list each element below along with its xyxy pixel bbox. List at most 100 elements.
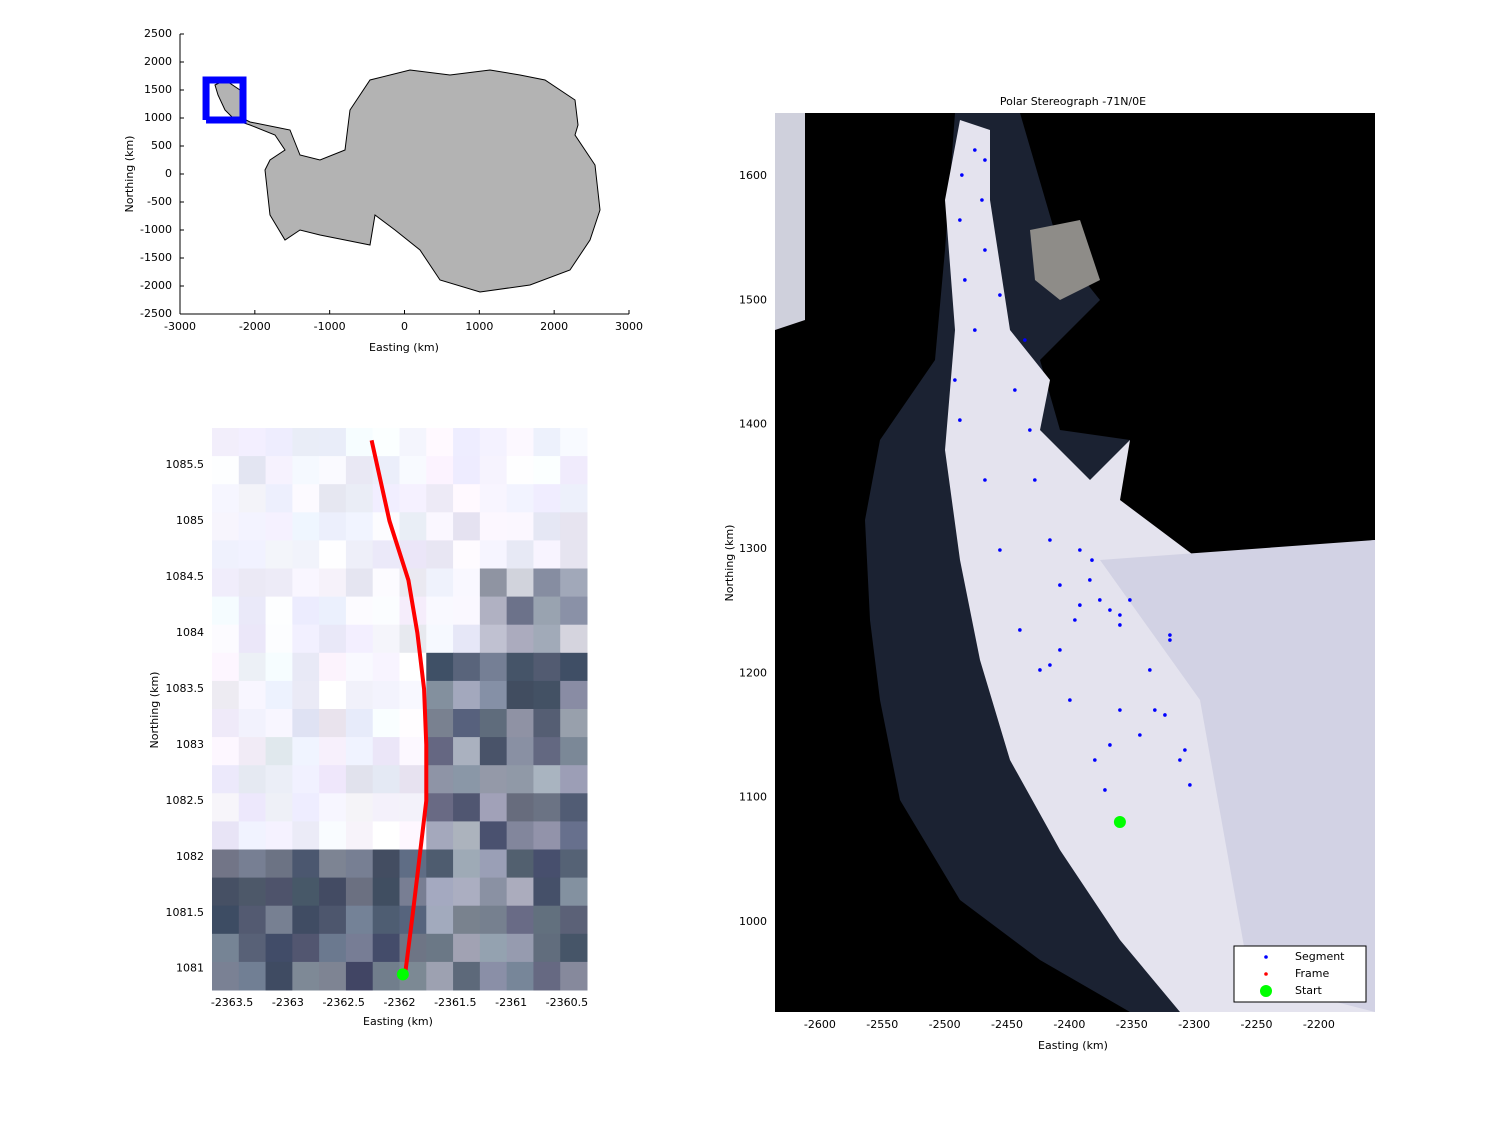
pixel bbox=[345, 849, 374, 879]
pixel bbox=[345, 540, 374, 569]
pixel bbox=[426, 680, 454, 710]
track-point bbox=[1168, 633, 1172, 637]
pixel bbox=[560, 877, 588, 907]
pixel bbox=[345, 456, 374, 485]
track-point bbox=[953, 378, 957, 382]
pixel bbox=[372, 737, 400, 766]
y-tick-label: 1200 bbox=[739, 666, 767, 679]
y-tick-label: 1083 bbox=[176, 738, 204, 751]
pixel bbox=[212, 680, 240, 710]
pixel bbox=[265, 456, 293, 485]
pixel bbox=[533, 540, 561, 569]
pixel bbox=[479, 596, 508, 626]
x-tick-label: -2400 bbox=[1053, 1018, 1085, 1031]
x-tick-label: -2300 bbox=[1178, 1018, 1210, 1031]
pixel bbox=[560, 709, 588, 738]
pixel bbox=[426, 568, 454, 598]
x-tick-label: -2600 bbox=[804, 1018, 836, 1031]
legend-label: Start bbox=[1295, 984, 1323, 997]
pixel bbox=[345, 596, 374, 626]
pixel bbox=[453, 456, 481, 485]
track-point bbox=[1108, 743, 1112, 747]
legend-box bbox=[1233, 945, 1367, 1003]
x-tick-label: 3000 bbox=[615, 320, 643, 333]
pixel bbox=[292, 568, 320, 598]
legend: Segment Frame Start bbox=[1233, 945, 1367, 1003]
pixel bbox=[479, 765, 508, 794]
pixel bbox=[238, 680, 267, 710]
track-line bbox=[202, 76, 247, 124]
pixel bbox=[533, 877, 561, 907]
pixel bbox=[560, 680, 588, 710]
pixel bbox=[292, 540, 320, 569]
pixel bbox=[238, 933, 267, 963]
pixel bbox=[506, 456, 534, 485]
pixel bbox=[560, 849, 588, 879]
y-tick-label: 1000 bbox=[739, 915, 767, 928]
pixel bbox=[506, 596, 534, 626]
y-tick-label: 1500 bbox=[144, 83, 172, 96]
x-tick-label: -2360.5 bbox=[546, 996, 588, 1009]
track-line bbox=[369, 439, 429, 975]
y-tick-label: 1082.5 bbox=[166, 794, 205, 807]
pixel bbox=[212, 709, 240, 738]
pixel bbox=[479, 933, 508, 963]
x-axis-label: Easting (km) bbox=[363, 1015, 433, 1028]
y-tick-label: 1300 bbox=[739, 542, 767, 555]
pixel bbox=[506, 793, 534, 822]
pixel bbox=[292, 933, 320, 963]
track-point bbox=[1023, 338, 1027, 342]
track-point bbox=[958, 218, 962, 222]
pixel bbox=[453, 624, 481, 654]
pixel bbox=[533, 737, 561, 766]
pixel bbox=[238, 624, 267, 654]
track-point bbox=[983, 158, 987, 162]
pixel bbox=[372, 877, 400, 907]
x-tick-label: -2350 bbox=[1116, 1018, 1148, 1031]
pixel bbox=[533, 849, 561, 879]
chart-title: Polar Stereograph -71N/0E bbox=[1000, 95, 1146, 108]
pixel bbox=[533, 568, 561, 598]
pixel bbox=[399, 737, 427, 766]
pixel bbox=[453, 905, 481, 935]
pixel bbox=[345, 905, 374, 935]
pixel bbox=[506, 849, 534, 879]
snow bbox=[775, 113, 805, 330]
track-point bbox=[1088, 578, 1092, 582]
pixel bbox=[292, 821, 320, 850]
legend-marker bbox=[1264, 955, 1268, 959]
y-tick-label: -500 bbox=[147, 195, 172, 208]
pixel bbox=[399, 624, 427, 654]
pixel bbox=[533, 765, 561, 794]
pixel bbox=[560, 624, 588, 654]
pixel bbox=[345, 961, 374, 991]
y-tick-label: 1084 bbox=[176, 626, 204, 639]
pixel bbox=[560, 793, 588, 822]
pixel bbox=[479, 428, 508, 457]
track-point bbox=[1068, 698, 1072, 702]
pixel bbox=[292, 709, 320, 738]
pixel bbox=[453, 793, 481, 822]
track-point bbox=[1108, 608, 1112, 612]
y-tick-label: -1000 bbox=[140, 223, 172, 236]
start-marker bbox=[1113, 816, 1126, 829]
plots: -3000 -2000 -1000 0 1000 2000 3000 -2500 -2000 -1… bbox=[123, 27, 1367, 1052]
track-point bbox=[980, 198, 984, 202]
track-point bbox=[1028, 428, 1032, 432]
pixel bbox=[238, 540, 267, 569]
pixel bbox=[292, 624, 320, 654]
pixel bbox=[238, 652, 267, 682]
pixel bbox=[426, 484, 454, 513]
track-point bbox=[1148, 668, 1152, 672]
track-point bbox=[1093, 758, 1097, 762]
pixel bbox=[506, 877, 534, 907]
pixel bbox=[292, 596, 320, 626]
pixel bbox=[372, 905, 400, 935]
y-tick-label: -2000 bbox=[140, 279, 172, 292]
x-tick-label: -2550 bbox=[866, 1018, 898, 1031]
track-point bbox=[1103, 788, 1107, 792]
pixel bbox=[212, 456, 240, 485]
pixel bbox=[506, 624, 534, 654]
pixel bbox=[265, 568, 293, 598]
track-point bbox=[1153, 708, 1157, 712]
